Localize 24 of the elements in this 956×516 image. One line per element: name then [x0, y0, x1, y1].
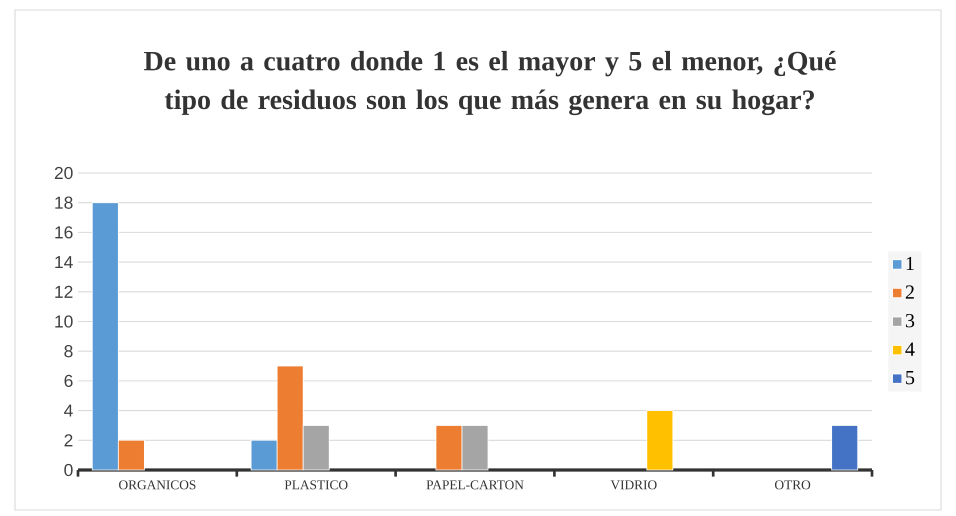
y-tick-label: 10 — [55, 315, 73, 328]
legend-label: 3 — [906, 314, 914, 328]
y-tick-label: 6 — [64, 374, 73, 388]
legend-label: 4 — [905, 342, 915, 356]
bar — [646, 410, 674, 470]
chart-title: De uno a cuatro donde 1 es el mayor y 5 el menor, ¿Qué tipo de residuos son los que más genera en su hogar? — [144, 50, 836, 116]
legend-label: 5 — [906, 371, 914, 384]
x-tick-label: OTRO — [774, 480, 810, 490]
y-tick-label: 16 — [55, 226, 73, 239]
y-tick-label: 4 — [64, 404, 73, 417]
x-tick-label: ORGANICOS — [119, 480, 196, 490]
y-tick-label: 14 — [55, 256, 73, 268]
y-tick-label: 0 — [64, 464, 73, 476]
x-tick-label: PLASTICO — [284, 480, 348, 490]
y-tick-label: 12 — [55, 286, 72, 298]
y-tick-label: 20 — [54, 166, 73, 180]
x-tick-label: VIDRIO — [610, 480, 657, 490]
bar — [831, 425, 858, 470]
y-tick-label: 18 — [55, 196, 73, 209]
legend-label: 1 — [906, 256, 914, 270]
legend-label: 2 — [906, 285, 914, 299]
y-tick-label: 2 — [64, 434, 72, 446]
x-tick-label: PAPEL-CARTON — [426, 480, 524, 490]
y-tick-label: 8 — [64, 345, 73, 358]
